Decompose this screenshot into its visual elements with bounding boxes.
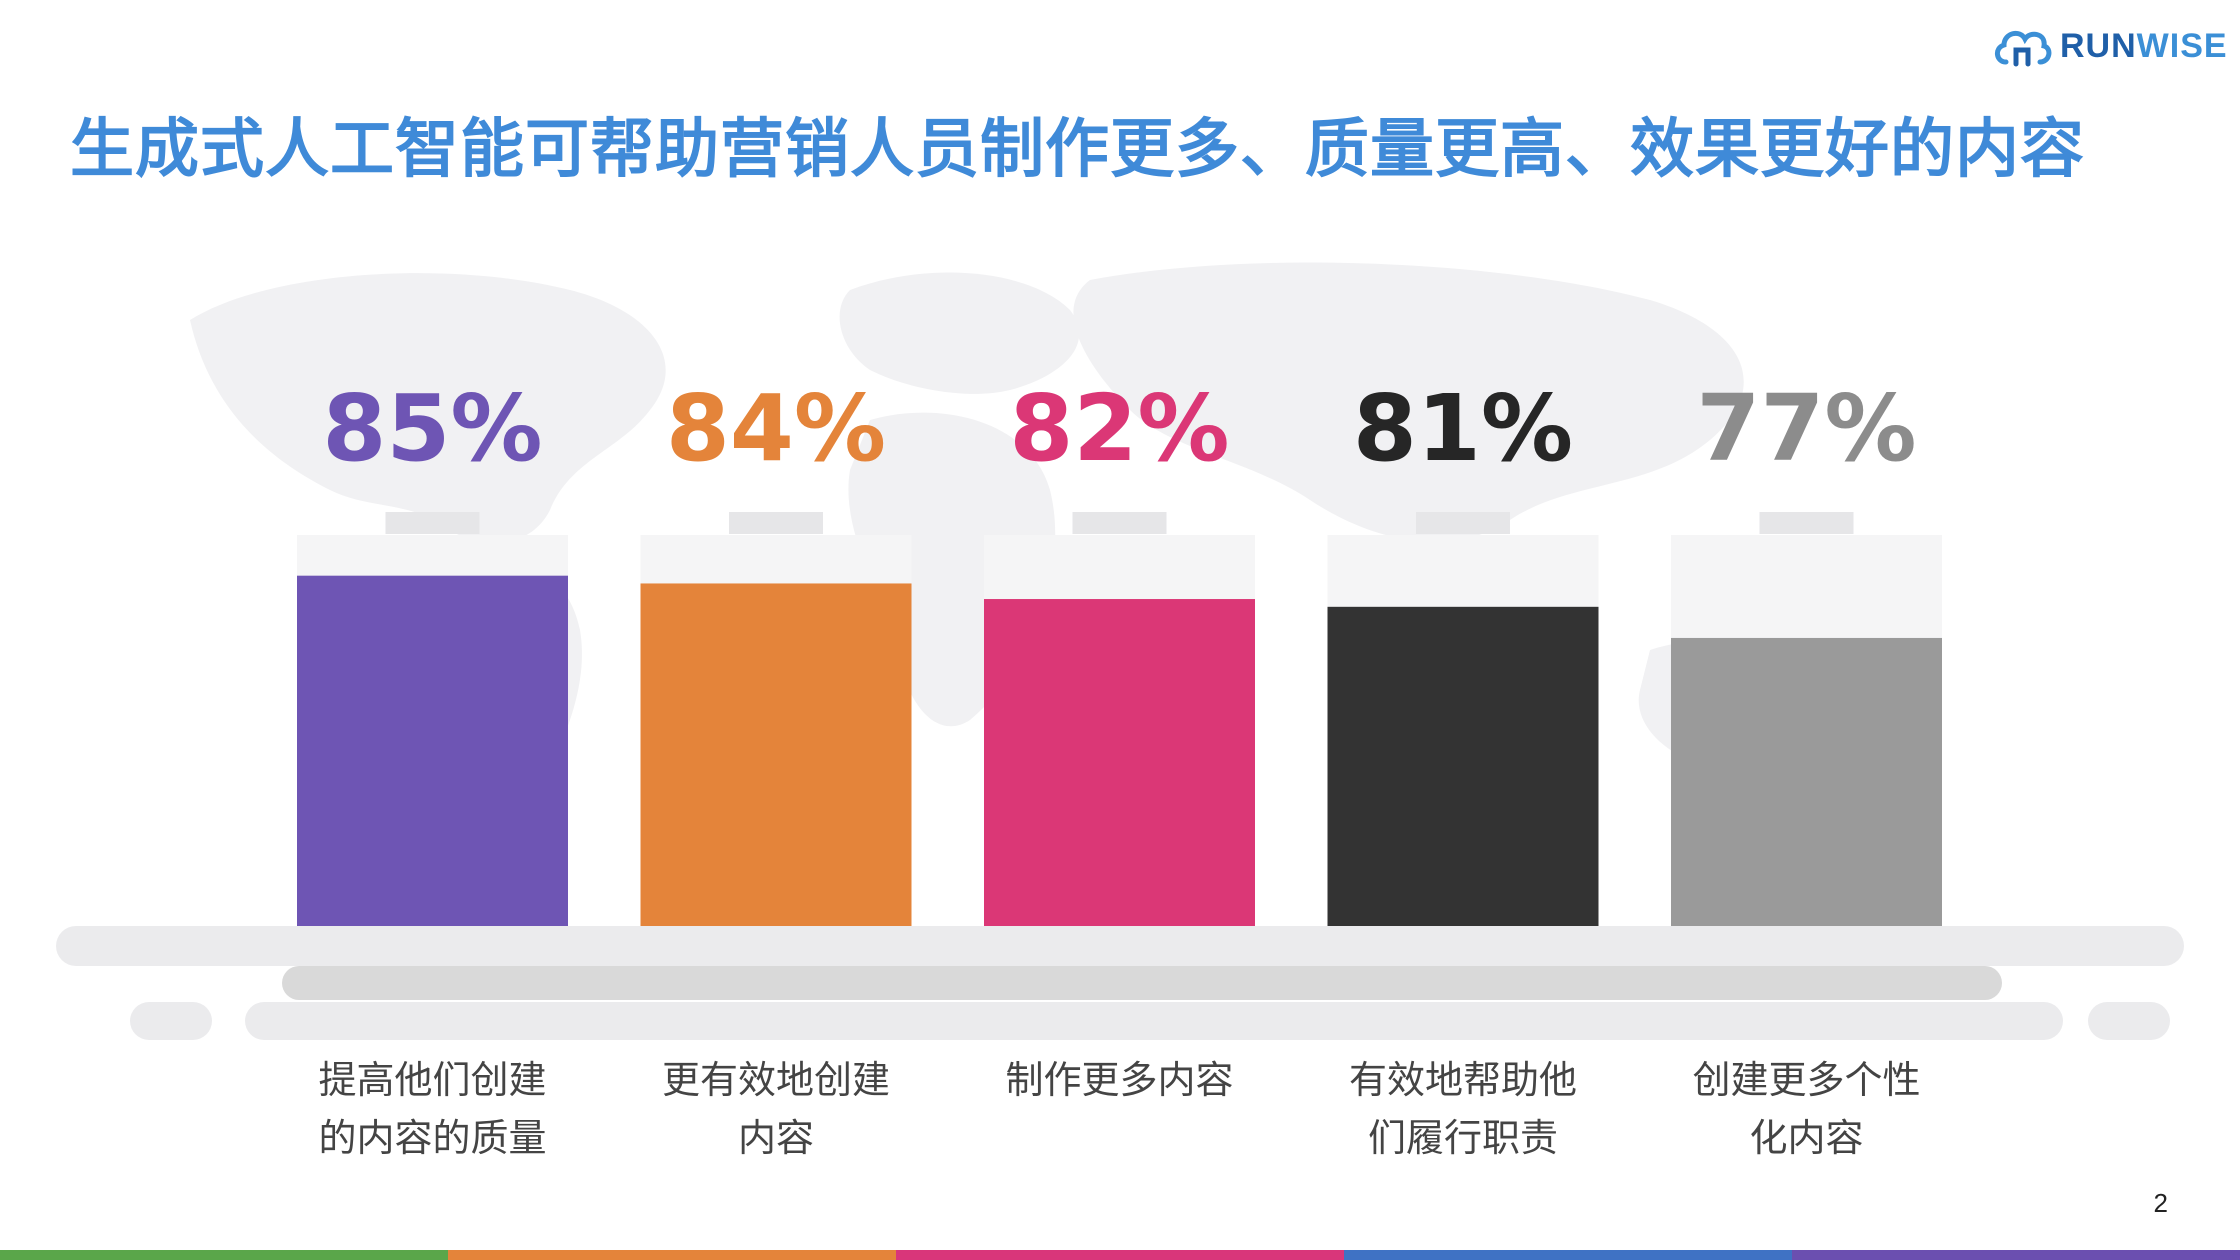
- bar-cap: [1072, 512, 1167, 534]
- category-label: 们履行职责: [1368, 1116, 1558, 1160]
- page-title: 生成式人工智能可帮助营销人员制作更多、质量更高、效果更好的内容: [70, 113, 2085, 187]
- platform-pad-left: [130, 1002, 212, 1040]
- bottom-color-stripe: [0, 1250, 2240, 1260]
- logo-text: RUNWISE: [2060, 26, 2228, 65]
- bar: [984, 599, 1255, 926]
- platform-middle: [282, 966, 2002, 1000]
- category-label: 制作更多内容: [1005, 1058, 1233, 1102]
- value-label: 77%: [1696, 375, 1916, 482]
- runwise-logo: RUNWISE: [1992, 24, 2228, 68]
- stripe-segment: [1792, 1250, 2240, 1260]
- bar: [1671, 637, 1942, 926]
- category-label: 的内容的质量: [318, 1116, 546, 1160]
- bar-group: 82% 制作更多内容: [984, 375, 1255, 1102]
- category-label: 创建更多个性: [1692, 1058, 1920, 1102]
- category-label: 化内容: [1749, 1116, 1863, 1160]
- bar-cap: [1759, 512, 1854, 534]
- bar-cap: [1416, 512, 1510, 534]
- value-label: 81%: [1353, 375, 1573, 482]
- bar-cap: [385, 512, 480, 534]
- bar-cap: [729, 512, 823, 534]
- bar: [640, 583, 912, 926]
- platform-top: [56, 926, 2184, 966]
- stripe-segment: [0, 1250, 448, 1260]
- chart-platform: [56, 926, 2184, 1040]
- category-label: 有效地帮助他: [1349, 1058, 1577, 1102]
- platform-pad-right: [2088, 1002, 2170, 1040]
- value-label: 82%: [1009, 375, 1229, 482]
- value-label: 85%: [322, 375, 542, 482]
- stripe-segment: [1344, 1250, 1792, 1260]
- platform-bottom: [245, 1002, 2063, 1040]
- bar: [297, 575, 568, 926]
- stripe-segment: [896, 1250, 1344, 1260]
- page-number: 2: [2153, 1188, 2168, 1218]
- bar: [1327, 606, 1599, 926]
- category-label: 更有效地创建: [662, 1058, 890, 1102]
- category-label: 内容: [738, 1116, 814, 1160]
- value-label: 84%: [666, 375, 886, 482]
- category-label: 提高他们创建: [318, 1058, 546, 1102]
- stripe-segment: [448, 1250, 896, 1260]
- cloud-icon: [1995, 30, 2052, 67]
